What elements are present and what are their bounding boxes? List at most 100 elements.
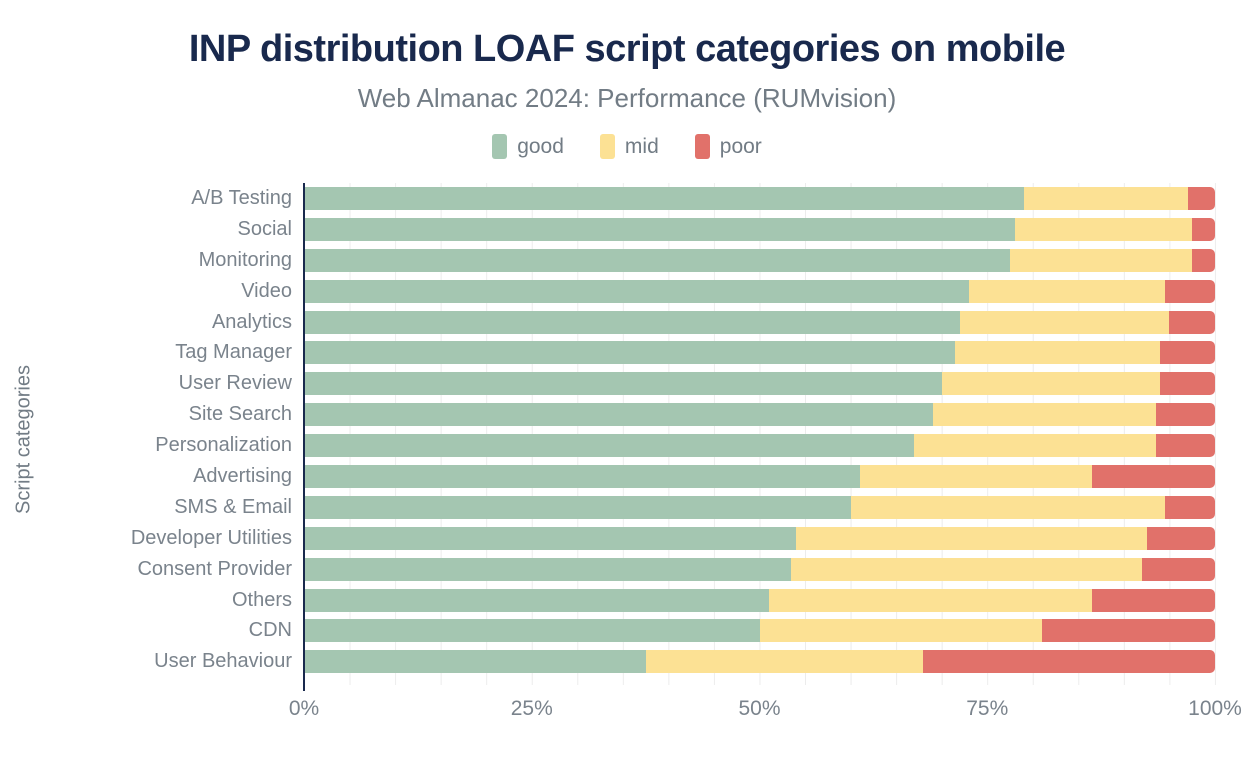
bar-track: [304, 557, 1215, 581]
bar-segment-mid: [914, 434, 1156, 458]
bar-segment-mid: [969, 279, 1165, 303]
category-label: Site Search: [188, 403, 292, 426]
bar-track: [304, 650, 1215, 674]
chart-title: INP distribution LOAF script categories …: [188, 28, 1066, 70]
bar-row: Developer Utilities: [0, 523, 1254, 554]
x-tick-label: 100%: [1188, 697, 1242, 720]
bar-segment-mid: [768, 588, 1092, 612]
bar-row: User Behaviour: [0, 646, 1254, 677]
bar-segment-poor: [1142, 557, 1215, 581]
legend-item-mid: mid: [599, 134, 659, 159]
bar-segment-mid: [759, 619, 1042, 643]
chart-subtitle: Web Almanac 2024: Performance (RUMvision…: [357, 83, 897, 113]
legend-label: mid: [624, 134, 659, 158]
category-label: CDN: [248, 619, 292, 642]
category-label: Analytics: [211, 310, 292, 333]
bar-segment-good: [304, 434, 915, 458]
legend-label: poor: [719, 134, 762, 158]
bar-track: [304, 495, 1215, 519]
bar-segment-good: [304, 217, 1015, 241]
bar-segment-good: [304, 650, 646, 674]
bar-segment-poor: [1146, 526, 1215, 550]
bar-row: A/B Testing: [0, 183, 1254, 214]
category-label: Monitoring: [198, 248, 292, 271]
bar-segment-poor: [1169, 310, 1215, 334]
bar-segment-good: [304, 403, 933, 427]
bar-segment-good: [304, 495, 851, 519]
category-label: SMS & Email: [174, 495, 292, 518]
category-label: User Review: [178, 372, 292, 395]
bar-segment-good: [304, 372, 942, 396]
bar-segment-mid: [1023, 186, 1188, 210]
legend-item-poor: poor: [694, 134, 762, 159]
bar-segment-mid: [932, 403, 1156, 427]
bar-segment-poor: [1092, 464, 1215, 488]
bar-row: CDN: [0, 615, 1254, 646]
bar-segment-good: [304, 310, 960, 334]
bar-segment-poor: [1192, 217, 1215, 241]
bar-segment-good: [304, 279, 970, 303]
bar-track: [304, 186, 1215, 210]
bar-row: Analytics: [0, 307, 1254, 338]
bar-segment-good: [304, 557, 792, 581]
bar-segment-poor: [1164, 495, 1215, 519]
legend: good mid poor: [0, 134, 1254, 159]
bar-row: Site Search: [0, 399, 1254, 430]
legend-item-good: good: [492, 134, 564, 159]
category-label: Tag Manager: [175, 341, 292, 364]
bar-segment-mid: [1014, 217, 1193, 241]
bar-track: [304, 619, 1215, 643]
x-tick-label: 50%: [738, 697, 781, 720]
bar-segment-poor: [1160, 372, 1215, 396]
y-axis-line: [303, 183, 305, 691]
plot-area: Script categories A/B Testing Social Monit…: [0, 183, 1254, 743]
bar-segment-poor: [1092, 588, 1215, 612]
bar-segment-good: [304, 248, 1011, 272]
bar-segment-poor: [1155, 403, 1215, 427]
bar-track: [304, 341, 1215, 365]
bar-track: [304, 279, 1215, 303]
bar-row: Video: [0, 276, 1254, 307]
bar-segment-good: [304, 619, 760, 643]
bar-row: Monitoring: [0, 245, 1254, 276]
category-label: Others: [231, 588, 292, 611]
bar-segment-mid: [645, 650, 924, 674]
bar-segment-poor: [1164, 279, 1215, 303]
bar-segment-poor: [923, 650, 1215, 674]
legend-swatch-mid: [599, 134, 615, 159]
category-label: A/B Testing: [191, 186, 292, 209]
legend-swatch-good: [492, 134, 508, 159]
bar-segment-mid: [1010, 248, 1193, 272]
bar-row: Personalization: [0, 430, 1254, 461]
bar-segment-mid: [859, 464, 1092, 488]
legend-label: good: [517, 134, 564, 158]
x-axis: 0% 25% 50% 75% 100%: [289, 697, 1242, 727]
category-label: Advertising: [193, 464, 292, 487]
bar-segment-poor: [1187, 186, 1215, 210]
bar-track: [304, 310, 1215, 334]
bar-track: [304, 526, 1215, 550]
bar-segment-mid: [791, 557, 1143, 581]
legend-swatch-poor: [694, 134, 710, 159]
bar-segment-mid: [959, 310, 1170, 334]
bar-segment-good: [304, 588, 769, 612]
category-label: User Behaviour: [154, 650, 292, 673]
category-label: Consent Provider: [137, 557, 292, 580]
category-label: Developer Utilities: [130, 526, 292, 549]
category-label: Video: [241, 279, 292, 302]
bar-segment-mid: [850, 495, 1165, 519]
bar-track: [304, 403, 1215, 427]
bar-row: Advertising: [0, 461, 1254, 492]
bar-row: SMS & Email: [0, 492, 1254, 523]
bar-track: [304, 434, 1215, 458]
bar-segment-poor: [1192, 248, 1215, 272]
bar-segment-poor: [1155, 434, 1215, 458]
bar-segment-poor: [1041, 619, 1215, 643]
bar-row: Social: [0, 214, 1254, 245]
bar-row: Others: [0, 585, 1254, 616]
bar-segment-good: [304, 341, 956, 365]
bar-track: [304, 588, 1215, 612]
x-tick-label: 25%: [510, 697, 553, 720]
bar-segment-good: [304, 186, 1024, 210]
